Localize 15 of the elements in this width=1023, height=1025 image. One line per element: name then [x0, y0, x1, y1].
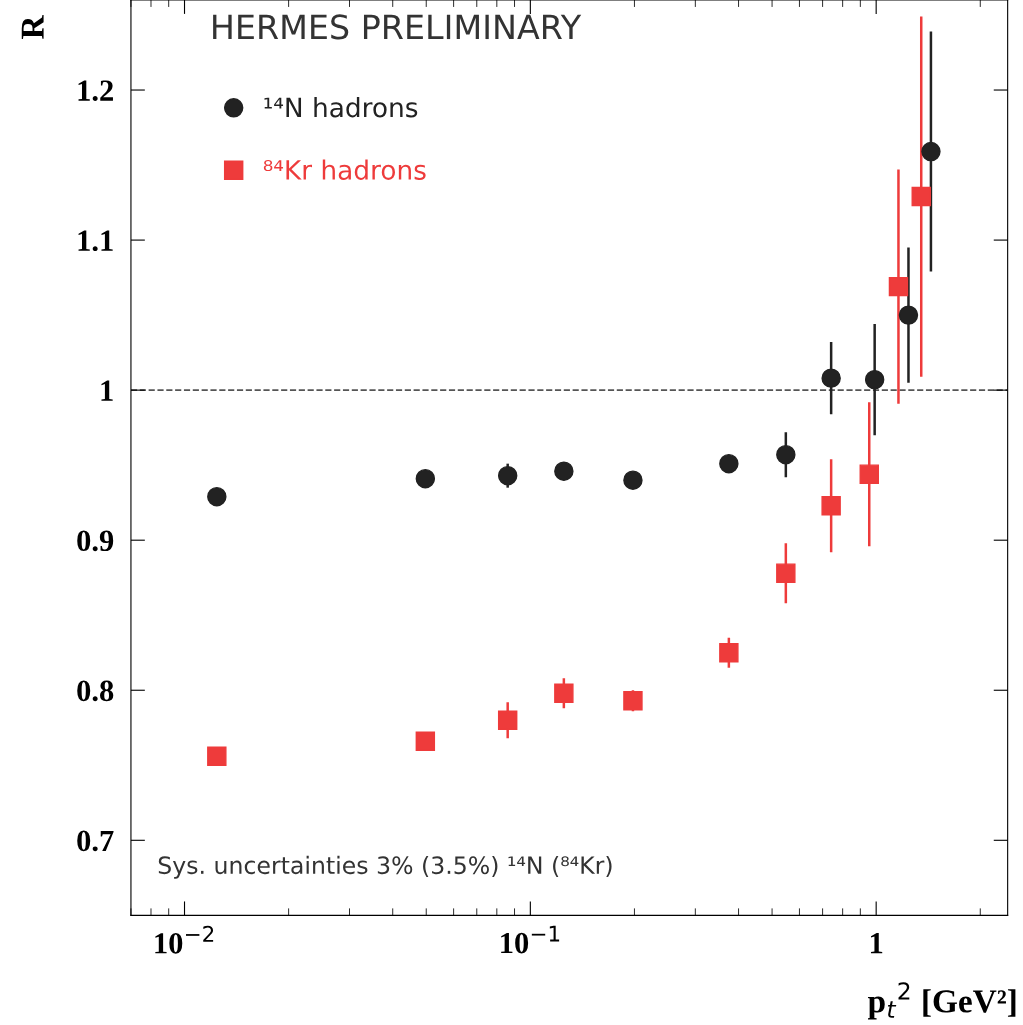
y-axis-title: R: [21, 15, 44, 39]
y-tick-label: 1.2: [78, 80, 113, 102]
legend-label: ¹⁴N hadrons: [264, 96, 418, 118]
y-tick-label: 1.1: [78, 230, 113, 252]
annotation: Sys. uncertainties 3% (3.5%) ¹⁴N (⁸⁴Kr): [158, 855, 612, 879]
y-tick-label: 0.9: [77, 530, 114, 552]
y-tick-label: 0.7: [77, 830, 114, 852]
legend-label: ⁸⁴Kr hadrons: [263, 159, 426, 180]
y-tick-label: 0.8: [77, 680, 114, 702]
x-tick-label: 10$^{−1}$: [501, 925, 560, 954]
x-tick-label: 10$^{−2}$: [155, 925, 214, 954]
x-tick-label: 1: [870, 933, 883, 954]
annotation: HERMES PRELIMINARY: [213, 14, 582, 40]
y-tick-label: 1: [101, 380, 113, 401]
x-axis-title: p$_{t}$$^{2}$ [GeV²]: [867, 982, 1016, 1020]
